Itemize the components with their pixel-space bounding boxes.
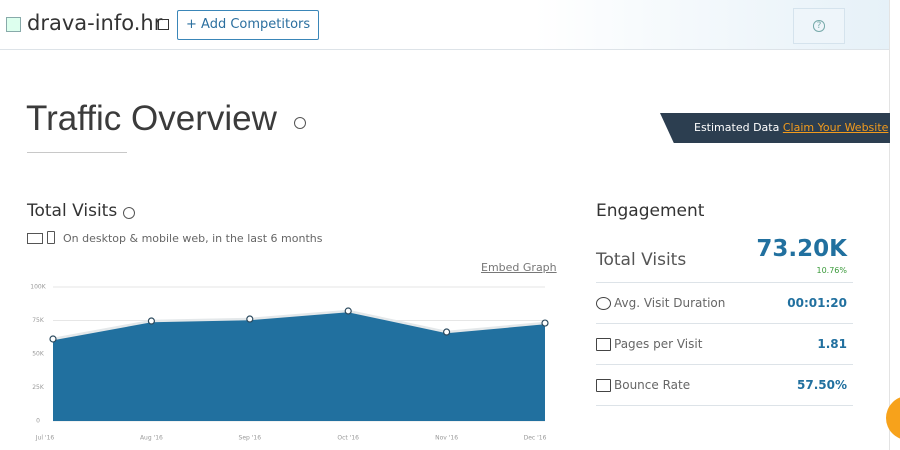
visits-subtitle: On desktop & mobile web, in the last 6 m… [63,232,323,245]
bounce-icon [596,379,611,392]
point [344,307,352,315]
x-tick-label: Sep '16 [239,435,262,442]
row-value: 57.50% [797,378,847,392]
row-label: Avg. Visit Duration [614,296,726,310]
banner-text: Estimated Data Claim Your Website [694,121,888,134]
x-tick-label: Dec '16 [524,435,547,442]
title-underline [27,152,127,153]
point [147,317,155,325]
engagement-row: Bounce Rate 57.50% [596,365,853,406]
claim-link[interactable]: Claim Your Website [782,121,889,134]
help-icon: ? [812,20,826,32]
chart: 0 25K 50K 75K 100K Jul '16 Aug '16 Sep '16 Oct '… [30,284,549,442]
engagement-row: Avg. Visit Duration 00:01:20 [596,283,853,324]
row-value: 1.81 [817,337,847,351]
engagement-row: Pages per Visit 1.81 [596,324,853,365]
point [246,315,254,323]
site-icon [6,17,21,32]
y-tick-label: 25K [32,384,45,391]
point [443,328,451,336]
chat-button[interactable] [886,396,900,440]
x-tick-label: Nov '16 [435,435,458,442]
point [49,335,57,343]
add-competitors-button[interactable]: + Add Competitors [177,10,320,40]
y-tick-label: 100K [30,284,46,291]
engagement-table: Total Visits 73.20K 10.76% Avg. Visit Durat… [596,236,853,406]
info-icon [294,117,306,129]
row-label: Total Visits [596,250,687,270]
estimated-data: Estimated Data [694,121,780,134]
x-tick-label: Jul '16 [35,435,55,442]
engagement-title: Engagement [596,201,705,221]
engagement-row: Total Visits 73.20K 10.76% [596,236,853,283]
row-value: 73.20K [756,236,847,262]
help-button[interactable]: ? [793,8,845,44]
row-label: Pages per Visit [614,337,703,351]
clock-icon [596,297,611,310]
point [541,319,549,327]
scroll-edge [889,0,890,450]
device-icons [27,233,43,244]
pages-icon [596,338,611,351]
domain: drava-info.hr [27,11,163,35]
external-icon[interactable] [158,19,169,30]
row-value: 00:01:20 [787,296,847,310]
row-change: 10.76% [816,266,847,275]
estimated-banner [660,113,890,143]
y-tick-label: 0 [36,418,40,425]
y-tick-label: 75K [32,317,45,324]
area [53,310,545,421]
embed-graph-link[interactable]: Embed Graph [481,261,557,274]
y-tick-label: 50K [32,351,45,358]
row-label: Bounce Rate [614,378,691,392]
x-tick-label: Oct '16 [337,435,359,442]
info-icon [123,207,135,219]
x-tick-label: Aug '16 [140,435,163,442]
page-title: Traffic Overview [26,99,277,138]
visits-title: Total Visits [27,201,118,221]
line [52,309,546,341]
device-icons [47,231,55,244]
header-bar [0,0,889,50]
